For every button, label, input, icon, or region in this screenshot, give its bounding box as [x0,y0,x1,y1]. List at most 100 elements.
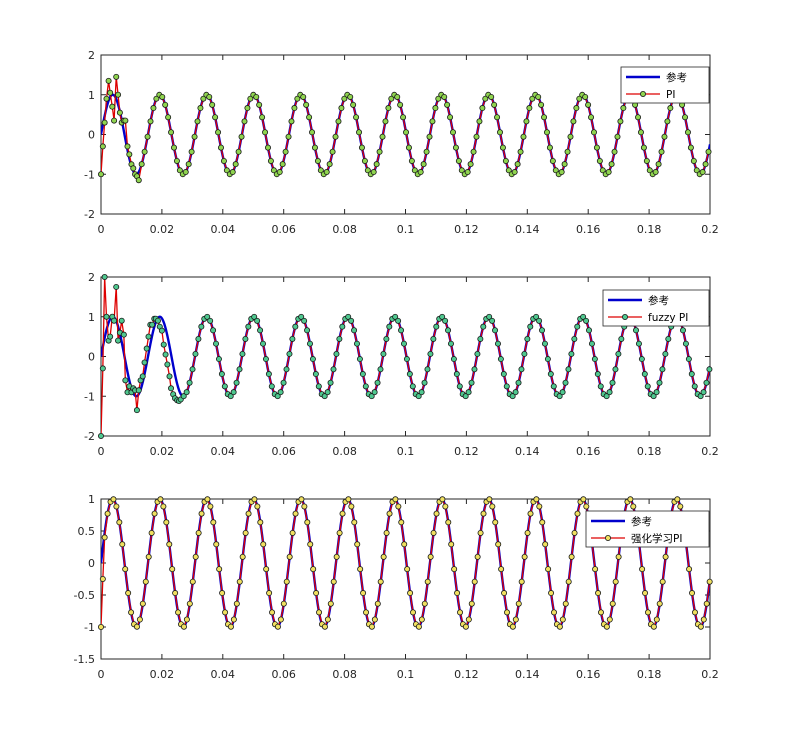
data-point [135,387,142,394]
data-point [300,93,307,100]
data-point [637,129,644,136]
data-point [321,393,328,400]
data-point [400,114,407,121]
data-point [606,389,613,396]
data-point [593,144,600,151]
data-point [141,359,148,366]
data-point [257,519,264,526]
data-point [556,393,563,400]
data-point [447,114,454,121]
data-point [115,91,122,98]
data-point [592,566,599,573]
data-point [298,313,305,320]
y-tick-label: 0 [88,129,95,142]
data-point [263,566,270,573]
data-point [230,616,237,623]
subplot-2: 0 0.02 0.04 0.06 0.08 0.1 0.12 0.14 0.16 0.18 0.2 2… [84,271,719,458]
data-point [639,566,646,573]
data-point [638,356,645,363]
data-point [113,73,120,80]
data-point [232,161,239,168]
data-point [277,389,284,396]
data-point [107,333,114,340]
data-point [154,317,161,324]
data-point [477,335,484,342]
data-point [241,118,248,125]
data-point [292,510,299,517]
data-point [306,340,313,347]
data-point [494,340,501,347]
data-point [488,93,495,100]
data-point [151,510,158,517]
data-point [467,161,474,168]
data-point [468,600,475,607]
data-point [605,169,612,176]
data-point [168,129,175,136]
data-point [518,366,525,373]
data-point [364,167,371,174]
data-point [662,553,669,560]
data-point [357,566,364,573]
x-tick-label: 0.04 [211,668,236,681]
data-point [420,161,427,168]
data-point [479,105,486,112]
x-tick-label: 0.04 [211,445,236,458]
data-point [415,393,422,400]
data-point [166,373,173,380]
x-tick-label: 0.04 [211,223,236,236]
data-point [585,101,592,108]
y-tick-label: 2 [88,49,95,62]
data-point [157,496,164,503]
data-point [345,496,352,503]
subplot-1: 0 0.02 0.04 0.06 0.08 0.1 0.12 0.14 0.16 0.18 0.2 2… [84,49,719,236]
data-point [515,379,522,386]
data-point [330,578,337,585]
data-point [512,389,519,396]
data-point [455,157,462,164]
data-point [408,157,415,164]
x-tick-label: 0.14 [515,445,540,458]
data-point [327,379,334,386]
data-point [465,389,472,396]
data-point [571,529,578,536]
data-point [427,350,434,357]
data-point [332,133,339,140]
data-point [186,379,193,386]
data-point [504,609,511,616]
data-point [103,95,110,102]
data-point [521,553,528,560]
data-point [543,129,550,136]
data-point [454,590,461,597]
data-point [162,101,169,108]
data-point [107,89,114,96]
data-point [700,389,707,396]
data-point [120,331,127,338]
data-point [433,510,440,517]
data-point [311,144,318,151]
data-point [185,161,192,168]
data-point [233,600,240,607]
data-point [124,143,131,150]
data-point [210,327,217,334]
data-point [356,356,363,363]
data-point [136,616,143,623]
data-point [103,313,110,320]
data-point [307,541,314,548]
data-point [198,510,205,517]
legend-label-controller: fuzzy PI [648,312,688,324]
data-point [635,340,642,347]
data-point [640,144,647,151]
data-point [270,167,277,174]
data-point [548,590,555,597]
data-point [511,169,518,176]
data-point [209,101,216,108]
data-point [545,566,552,573]
data-point [109,103,116,110]
data-point [544,356,551,363]
data-point [207,317,214,324]
x-tick-label: 0.02 [150,445,175,458]
data-point [329,148,336,155]
data-point [462,393,469,400]
data-point [368,623,375,630]
